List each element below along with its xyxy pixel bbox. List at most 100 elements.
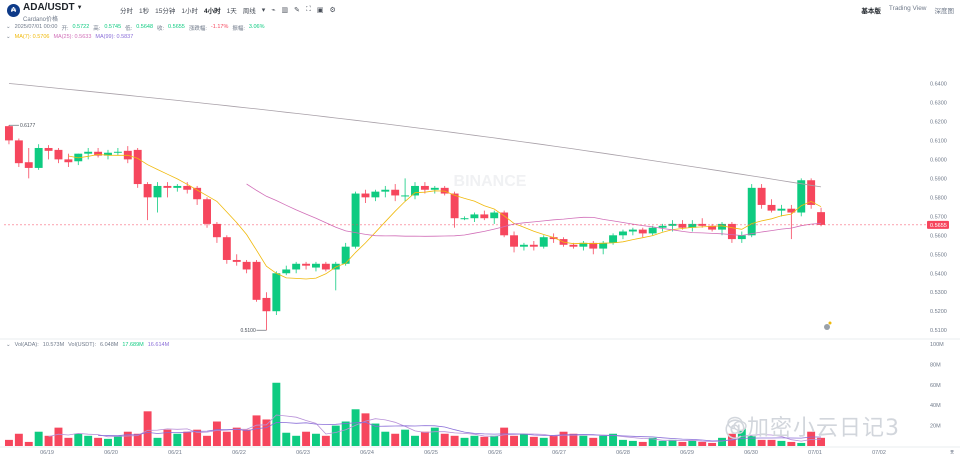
interval-timeline[interactable]: 分时 [120, 8, 133, 15]
date-tick-label: 06/27 [552, 450, 566, 456]
event-marker-dot [828, 321, 832, 325]
volume-bar [668, 439, 677, 446]
candle-body [698, 223, 707, 226]
volume-bar [113, 435, 122, 446]
indicator-icon[interactable]: ⌁ [271, 7, 276, 14]
volume-bar [252, 415, 261, 446]
candle-body [718, 223, 726, 230]
candle-body [292, 263, 301, 270]
ma-legend: ⌄ MA(7): 0.5706 MA(25): 0.5633 MA(99): 0… [6, 34, 133, 40]
volume-bar [242, 429, 251, 446]
candle-body [619, 231, 627, 236]
binance-watermark: BINANCE [454, 173, 527, 190]
volume-bar [104, 438, 112, 446]
axis-settings-icon: ⌆ [949, 448, 955, 456]
volume-bar [302, 431, 311, 446]
tab-depth[interactable]: 深度图 [934, 8, 955, 15]
candle-body [24, 162, 33, 168]
volume-bar [470, 435, 479, 446]
date-tick-label: 06/25 [424, 450, 438, 456]
volume-bar [490, 435, 499, 446]
price-tick-label: 0.6000 [930, 157, 947, 163]
candle-body [34, 147, 43, 168]
volume-bar [401, 429, 410, 446]
drawing-icon[interactable]: ✎ [294, 7, 300, 14]
volume-tick-label: 80M [930, 362, 941, 368]
volume-bar [84, 435, 93, 446]
collapse-icon[interactable]: ⌄ [6, 24, 11, 30]
volume-bar [767, 439, 776, 446]
volume-bar [222, 431, 231, 446]
price-tick-label: 0.5400 [930, 271, 947, 277]
volume-bar [539, 437, 548, 446]
date-tick-label: 06/23 [296, 450, 310, 456]
volume-bar [609, 433, 618, 446]
tab-basic[interactable]: 基本版 [861, 8, 881, 15]
collapse-vol-icon[interactable]: ⌄ [6, 342, 11, 348]
candle-body [460, 218, 469, 220]
candle-body [737, 235, 746, 240]
candle-body [440, 187, 449, 194]
close-label: 收: [157, 26, 165, 32]
screenshot-icon[interactable]: ▣ [316, 7, 324, 14]
price-tick-label: 0.5500 [930, 252, 947, 258]
volume-tick-label: 60M [930, 383, 941, 389]
volume-bar [4, 439, 13, 446]
low-label: 低: [125, 26, 133, 32]
candle-body [252, 261, 261, 300]
fullscreen-icon[interactable]: ⛶ [305, 6, 311, 13]
volume-bar [133, 433, 142, 446]
date-tick-label: 06/20 [104, 450, 118, 456]
price-tick-label: 0.6300 [930, 100, 947, 106]
tab-tradingview[interactable]: Trading View [888, 5, 927, 12]
volume-bar [648, 437, 657, 446]
volume-bar [658, 440, 667, 446]
date-tick-label: 06/30 [744, 450, 758, 456]
candle-body [708, 225, 717, 230]
pair-subtitle: Cardano价格 [23, 17, 59, 23]
interval-1s[interactable]: 1秒 [139, 8, 150, 15]
more-intervals-icon[interactable]: ▾ [261, 7, 266, 14]
volume-legend: ⌄ Vol(ADA): 10.573M Vol(USDT): 6.048M 17… [6, 342, 169, 348]
volume-bar [529, 436, 538, 446]
event-marker-icon [824, 324, 830, 330]
date-tick-label: 07/02 [872, 450, 886, 456]
volume-bar [510, 435, 518, 446]
interval-bar: 分时 1秒 15分钟 1小时 4小时 1天 周线 ▾ ⌁ ▥ ✎ ⛶ ▣ ⚙ [120, 5, 336, 15]
volume-bar [688, 440, 697, 446]
change-label: 涨跌幅: [188, 26, 207, 32]
candle-body [638, 229, 647, 234]
collapse-ma-icon[interactable]: ⌄ [6, 34, 11, 40]
volume-bar [698, 441, 707, 446]
volume-bar [312, 433, 320, 446]
volume-bar [678, 441, 687, 446]
interval-15m[interactable]: 15分钟 [155, 8, 176, 15]
volume-bar [391, 433, 400, 446]
candle-body [64, 159, 73, 163]
date-tick-label: 06/19 [40, 450, 54, 456]
candle-body [341, 246, 350, 264]
volume-bar [579, 435, 588, 446]
candle-body [539, 237, 548, 247]
trading-pair-selector[interactable]: ADA/USDT ▼ [23, 2, 83, 13]
interval-1h[interactable]: 1小时 [181, 8, 198, 15]
candle-body [470, 214, 479, 219]
interval-4h[interactable]: 4小时 [203, 8, 221, 15]
candle-body [183, 185, 192, 190]
candle-body [4, 126, 13, 141]
ma99-legend: MA(99): 0.5837 [95, 34, 134, 40]
candle-body [94, 151, 103, 156]
volume-bar [361, 413, 370, 446]
volume-label: Vol(ADA): [14, 342, 39, 348]
settings-icon[interactable]: ⚙ [329, 7, 336, 14]
interval-1d[interactable]: 1天 [226, 8, 237, 15]
candle-body [727, 223, 736, 240]
interval-1w[interactable]: 周线 [242, 8, 256, 15]
candle-body [480, 214, 489, 219]
candle-type-icon[interactable]: ▥ [281, 7, 289, 14]
high-value: 0.5745 [104, 24, 122, 30]
ohlc-date: 2025/07/01 00:00 [14, 24, 58, 30]
current-price-label: 0.5655 [930, 223, 947, 229]
volume-bar [292, 435, 301, 446]
